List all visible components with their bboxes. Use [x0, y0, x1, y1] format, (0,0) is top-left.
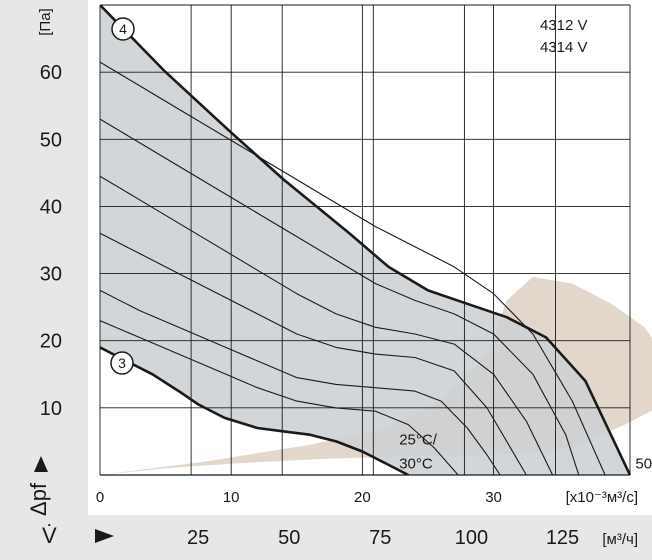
curve-intermediate-5 — [100, 289, 501, 475]
curve-intermediate-6 — [100, 320, 459, 475]
curve-intermediate-4 — [100, 232, 527, 475]
x2-tick-label: 100 — [455, 527, 488, 549]
y-tick-label: 30 — [40, 264, 62, 286]
curve-marker-circle — [110, 351, 134, 375]
model-label-1: 4312 V — [540, 17, 588, 34]
x2-axis-arrow-icon — [95, 529, 114, 543]
x2-tick-label: 25 — [187, 527, 209, 549]
curve-intermediate-3 — [100, 175, 554, 475]
x-tick-label: 30 — [485, 489, 502, 506]
y-tick-label: 50 — [40, 129, 62, 151]
y-axis-symbol: Δpf — [26, 456, 51, 516]
y-tick-label: 10 — [40, 398, 62, 420]
y-tick-label: 60 — [40, 62, 62, 84]
shaded-region-area — [100, 5, 630, 475]
shaded-region — [100, 5, 630, 475]
y-unit-label: [Пa] — [37, 8, 54, 35]
curve-4 — [100, 5, 632, 475]
curve-marker-circle — [111, 17, 135, 41]
curve-marker-label: 3 — [118, 355, 126, 371]
y-tick-label: 40 — [40, 196, 62, 218]
curve-intermediate-1 — [100, 61, 606, 475]
x2-axis-symbol-text: V̇ — [42, 523, 57, 548]
curve-marker-label: 4 — [119, 21, 127, 37]
model-label-2: 4314 V — [540, 39, 588, 56]
x2-unit-label: [м³/ч] — [602, 531, 638, 548]
curve-markers: 43 — [110, 17, 135, 375]
x-unit-label: [x10⁻³м³/с] — [566, 489, 638, 506]
curve-intermediate-2 — [100, 118, 580, 475]
x-tick-label: 20 — [354, 489, 371, 506]
annotation-label: 30°C — [399, 456, 433, 473]
y-tick-label: 20 — [40, 331, 62, 353]
curve-3 — [100, 346, 409, 475]
x2-axis-symbol: V̇ — [42, 523, 114, 548]
tick-labels: 10 20 30 40 50 60 0 10 20 30 25 50 75 100 125 — [40, 62, 579, 549]
y-axis-band — [0, 0, 88, 515]
x2-tick-label: 75 — [369, 527, 391, 549]
y-axis-symbol-text: Δpf — [26, 482, 51, 516]
curve-marker-3: 3 — [110, 351, 134, 375]
curves — [100, 5, 632, 475]
annotation-label: 25°C/ — [399, 431, 438, 448]
annotation-label: 50°C — [635, 456, 652, 473]
curve-marker-4: 4 — [111, 17, 135, 41]
y-axis-arrow-icon — [34, 456, 48, 472]
x2-tick-label: 125 — [546, 527, 579, 549]
x-tick-label: 10 — [223, 489, 240, 506]
x2-tick-label: 50 — [278, 527, 300, 549]
annotations: 25°C/30°C 50°C — [399, 431, 652, 472]
x-tick-label: 0 — [96, 489, 104, 506]
